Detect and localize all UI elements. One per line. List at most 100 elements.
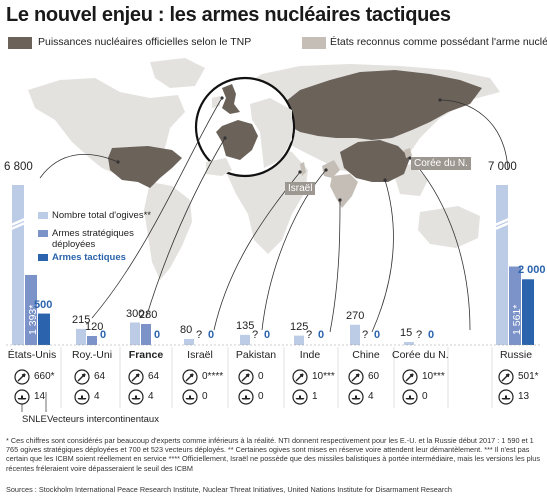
arrow-india	[329, 199, 341, 333]
etats-unis-snle-value: 14	[34, 391, 46, 402]
russie-tactical-bar	[522, 279, 534, 345]
russie-icbm-value: 501*	[518, 371, 539, 382]
legend-strategic-label: Armes stratégiques déployées	[52, 228, 134, 250]
china-territory	[340, 140, 410, 182]
pakistan-missile-icon	[238, 369, 254, 385]
russie-submarine-icon	[498, 389, 514, 405]
legend-snle-label: SNLE	[22, 414, 47, 425]
arrow-uk	[91, 97, 223, 319]
arrow-pakistan-head	[324, 168, 328, 172]
coree-du-n-total-bar	[404, 342, 414, 345]
roy-uni-total-bar	[76, 328, 86, 345]
usa-territory	[108, 146, 182, 188]
pakistan-total-label: 135	[236, 319, 255, 332]
coree-du-n-strategic-label: ?	[416, 329, 423, 341]
arrow-israel-head	[298, 170, 302, 174]
inde-total-bar	[294, 335, 304, 345]
russie-strategic-bar	[509, 266, 521, 345]
chine-total-label: 270	[346, 309, 365, 322]
sources: Sources : Stockholm International Peace …	[6, 485, 452, 494]
arrow-china-head	[383, 178, 387, 182]
coree-du-n-tactical-label: 0	[428, 329, 435, 341]
coree-du-n-submarine-icon	[402, 389, 418, 405]
chine-missile-icon	[348, 369, 364, 385]
map-chart	[6, 58, 541, 412]
legend-total-swatch	[38, 212, 48, 219]
roy-uni-strategic-bar	[87, 336, 97, 345]
arrow-north-korea-head	[408, 156, 412, 160]
france-icbm-value: 64	[148, 371, 160, 382]
inde-strategic-label: ?	[306, 329, 313, 341]
europe-landmass	[250, 98, 292, 168]
legend-strategic-swatch	[38, 230, 48, 237]
legend-icbm-label: Vecteurs intercontinentaux	[47, 414, 159, 425]
legend-tactical-swatch	[38, 254, 48, 261]
france-snle-value: 4	[148, 391, 154, 402]
arrow-usa-head	[116, 160, 120, 164]
arrow-north-korea	[409, 157, 471, 331]
russie-bar-break	[494, 217, 510, 231]
coree-du-n-total-label: 15	[400, 327, 413, 339]
france-strategic-bar	[141, 324, 151, 345]
pakistan-snle-value: 0	[258, 391, 264, 402]
roy-uni-missile-icon	[74, 369, 90, 385]
etats-unis-total-bar	[12, 185, 24, 345]
israel-missile-icon	[182, 369, 198, 385]
greenland-landmass	[150, 58, 205, 88]
france-total-label: 300	[126, 307, 145, 320]
inde-submarine-icon	[292, 389, 308, 405]
france-strategic-label: 280	[139, 309, 158, 321]
chine-snle-value: 4	[368, 391, 374, 402]
russie-tactical-label: 2 000	[518, 264, 546, 277]
north-korea-tag: Corée du N.	[411, 157, 471, 170]
russie-total-bar	[496, 185, 508, 345]
coree-du-n-snle-value: 0	[422, 391, 428, 402]
russia-territory	[280, 70, 482, 140]
coree-du-n-missile-icon	[402, 369, 418, 385]
coree-du-n-icbm-value: 10***	[422, 371, 445, 382]
arrow-russia	[439, 99, 509, 171]
israel-submarine-icon	[182, 389, 198, 405]
inde-snle-value: 1	[312, 391, 318, 402]
etats-unis-icbm-value: 660*	[34, 371, 55, 382]
arrow-india-head	[338, 198, 342, 202]
france-missile-icon	[128, 369, 144, 385]
roy-uni-name: Roy.-Uni	[71, 349, 113, 361]
legend-total-label: Nombre total d'ogives**	[52, 210, 151, 221]
russie-missile-icon	[498, 369, 514, 385]
pakistan-submarine-icon	[238, 389, 254, 405]
roy-uni-icbm-value: 64	[94, 371, 106, 382]
russie-snle-value: 13	[518, 391, 530, 402]
etats-unis-bar-break	[10, 217, 26, 231]
france-submarine-icon	[128, 389, 144, 405]
north-korea-territory	[404, 148, 412, 158]
france-total-bar	[130, 322, 140, 345]
chine-strategic-label: ?	[362, 329, 369, 341]
legend-tactical-label: Armes tactiques	[52, 252, 126, 263]
etats-unis-submarine-icon	[14, 389, 30, 405]
legend-recognized-swatch	[302, 37, 326, 49]
israel-name: Israël	[187, 349, 213, 361]
etats-unis-tactical-bar	[38, 313, 50, 345]
israel-tag: Israël	[285, 182, 316, 195]
roy-uni-tactical-label: 0	[100, 329, 107, 341]
pakistan-icbm-value: 0	[258, 371, 264, 382]
inde-tactical-label: 0	[318, 329, 325, 341]
roy-uni-total-label: 215	[72, 313, 91, 326]
south-america-landmass	[144, 182, 192, 280]
russie-total-label: 7 000	[488, 161, 517, 173]
arrow-russia-head	[438, 98, 442, 102]
chine-submarine-icon	[348, 389, 364, 405]
vector-legend-pointers	[21, 392, 47, 412]
etats-unis-tactical-label: 500	[34, 298, 53, 311]
roy-uni-submarine-icon	[74, 389, 90, 405]
arrow-pakistan	[261, 169, 327, 331]
pakistan-territory	[322, 160, 340, 178]
chine-name: Chine	[352, 349, 380, 361]
arrow-china	[371, 179, 394, 333]
etats-unis-strategic-bar	[25, 274, 37, 345]
legend-recognized-label: États reconnus comme possédant l'arme nu…	[330, 36, 547, 48]
pakistan-total-bar	[240, 334, 250, 345]
inde-missile-icon	[292, 369, 308, 385]
europe-zoom	[194, 76, 296, 178]
